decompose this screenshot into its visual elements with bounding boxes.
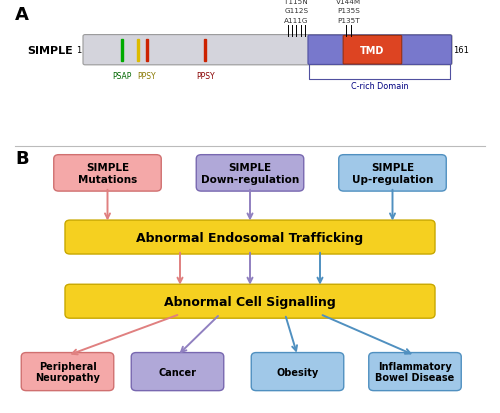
Text: G112S: G112S — [284, 9, 308, 14]
FancyBboxPatch shape — [65, 221, 435, 254]
Text: Abnormal Endosomal Trafficking: Abnormal Endosomal Trafficking — [136, 231, 364, 244]
Text: T115N: T115N — [284, 0, 308, 5]
Text: PPSY: PPSY — [138, 71, 156, 81]
Text: Inflammatory
Bowel Disease: Inflammatory Bowel Disease — [376, 361, 454, 382]
Bar — [204, 40, 206, 62]
Text: B: B — [15, 150, 28, 167]
Text: Cancer: Cancer — [158, 367, 196, 377]
FancyBboxPatch shape — [65, 285, 435, 318]
Bar — [120, 40, 122, 62]
FancyBboxPatch shape — [251, 353, 344, 391]
Bar — [146, 40, 148, 62]
Text: P135T: P135T — [337, 19, 360, 24]
Text: Peripheral
Neuropathy: Peripheral Neuropathy — [35, 361, 100, 382]
FancyBboxPatch shape — [54, 155, 161, 192]
Text: PPSY: PPSY — [196, 71, 215, 81]
Text: SIMPLE: SIMPLE — [27, 45, 72, 56]
FancyBboxPatch shape — [339, 155, 446, 192]
Text: V144M: V144M — [336, 0, 361, 5]
Text: Abnormal Cell Signalling: Abnormal Cell Signalling — [164, 295, 336, 308]
Text: C-rich Domain: C-rich Domain — [351, 82, 408, 91]
Text: SIMPLE
Down-regulation: SIMPLE Down-regulation — [201, 163, 299, 184]
FancyBboxPatch shape — [83, 36, 452, 66]
Text: SIMPLE
Up-regulation: SIMPLE Up-regulation — [352, 163, 433, 184]
Bar — [137, 40, 139, 62]
Text: SIMPLE
Mutations: SIMPLE Mutations — [78, 163, 137, 184]
FancyBboxPatch shape — [131, 353, 224, 391]
FancyBboxPatch shape — [368, 353, 461, 391]
FancyBboxPatch shape — [343, 36, 402, 65]
Text: 1: 1 — [76, 46, 82, 55]
Text: A: A — [15, 6, 29, 24]
FancyBboxPatch shape — [308, 36, 452, 65]
Text: P135S: P135S — [337, 9, 360, 14]
Text: A111G: A111G — [284, 19, 308, 24]
Text: 161: 161 — [454, 46, 469, 55]
Text: TMD: TMD — [360, 45, 384, 56]
FancyBboxPatch shape — [196, 155, 304, 192]
Text: Obesity: Obesity — [276, 367, 318, 377]
Text: PSAP: PSAP — [112, 71, 131, 81]
FancyBboxPatch shape — [21, 353, 114, 391]
